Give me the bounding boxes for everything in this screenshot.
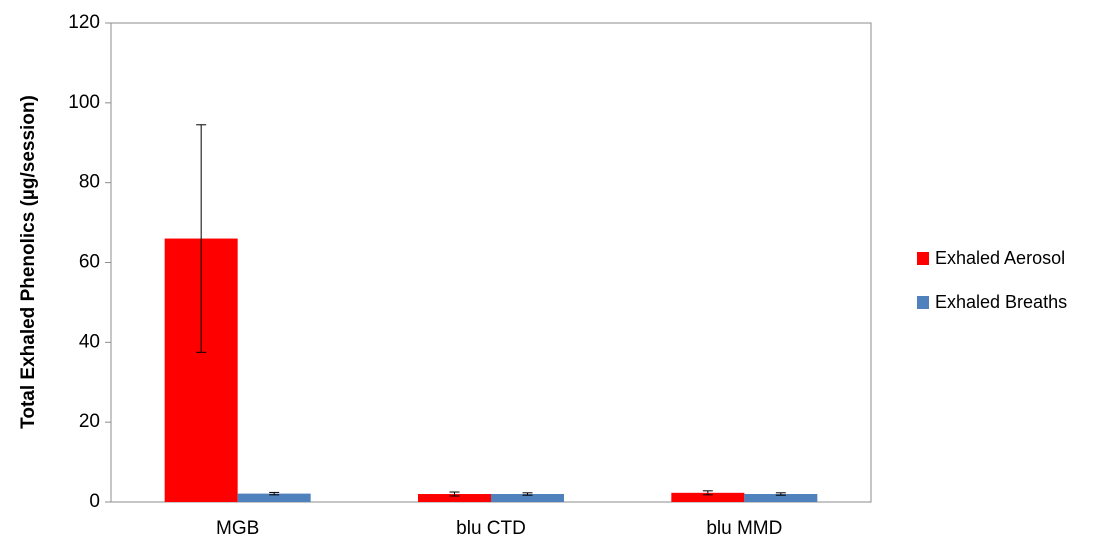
y-tick-label: 100 — [68, 92, 100, 113]
bar-exhaled-aerosol-blu-mmd — [671, 492, 745, 502]
y-tick-label: 0 — [89, 491, 100, 512]
y-tick-label: 60 — [79, 252, 100, 273]
x-tick-label: blu MMD — [706, 518, 782, 539]
error-bars-group — [196, 124, 786, 497]
legend-label: Exhaled Breaths — [935, 292, 1067, 312]
y-tick-label: 80 — [79, 172, 100, 193]
y-tick-label: 40 — [79, 331, 100, 352]
legend-label: Exhaled Aerosol — [935, 248, 1065, 268]
bar-exhaled-breaths-blu-ctd — [491, 494, 564, 502]
y-tick-label: 120 — [68, 12, 100, 33]
y-axis-ticks: 0 20 40 60 80 100 120 — [68, 12, 111, 512]
legend: Exhaled Aerosol Exhaled Breaths — [917, 248, 1067, 312]
x-tick-label: MGB — [216, 518, 259, 539]
y-tick-label: 20 — [79, 411, 100, 432]
bar-exhaled-breaths-mgb — [237, 493, 311, 502]
x-axis-ticks: MGB blu CTD blu MMD — [216, 518, 782, 539]
y-axis-title: Total Exhaled Phenolics (µg/session) — [18, 95, 39, 429]
legend-swatch — [917, 296, 929, 309]
bar-exhaled-breaths-blu-mmd — [744, 494, 818, 502]
legend-swatch — [917, 252, 929, 265]
bar-exhaled-aerosol-blu-ctd — [418, 494, 491, 502]
x-tick-label: blu CTD — [456, 518, 526, 539]
